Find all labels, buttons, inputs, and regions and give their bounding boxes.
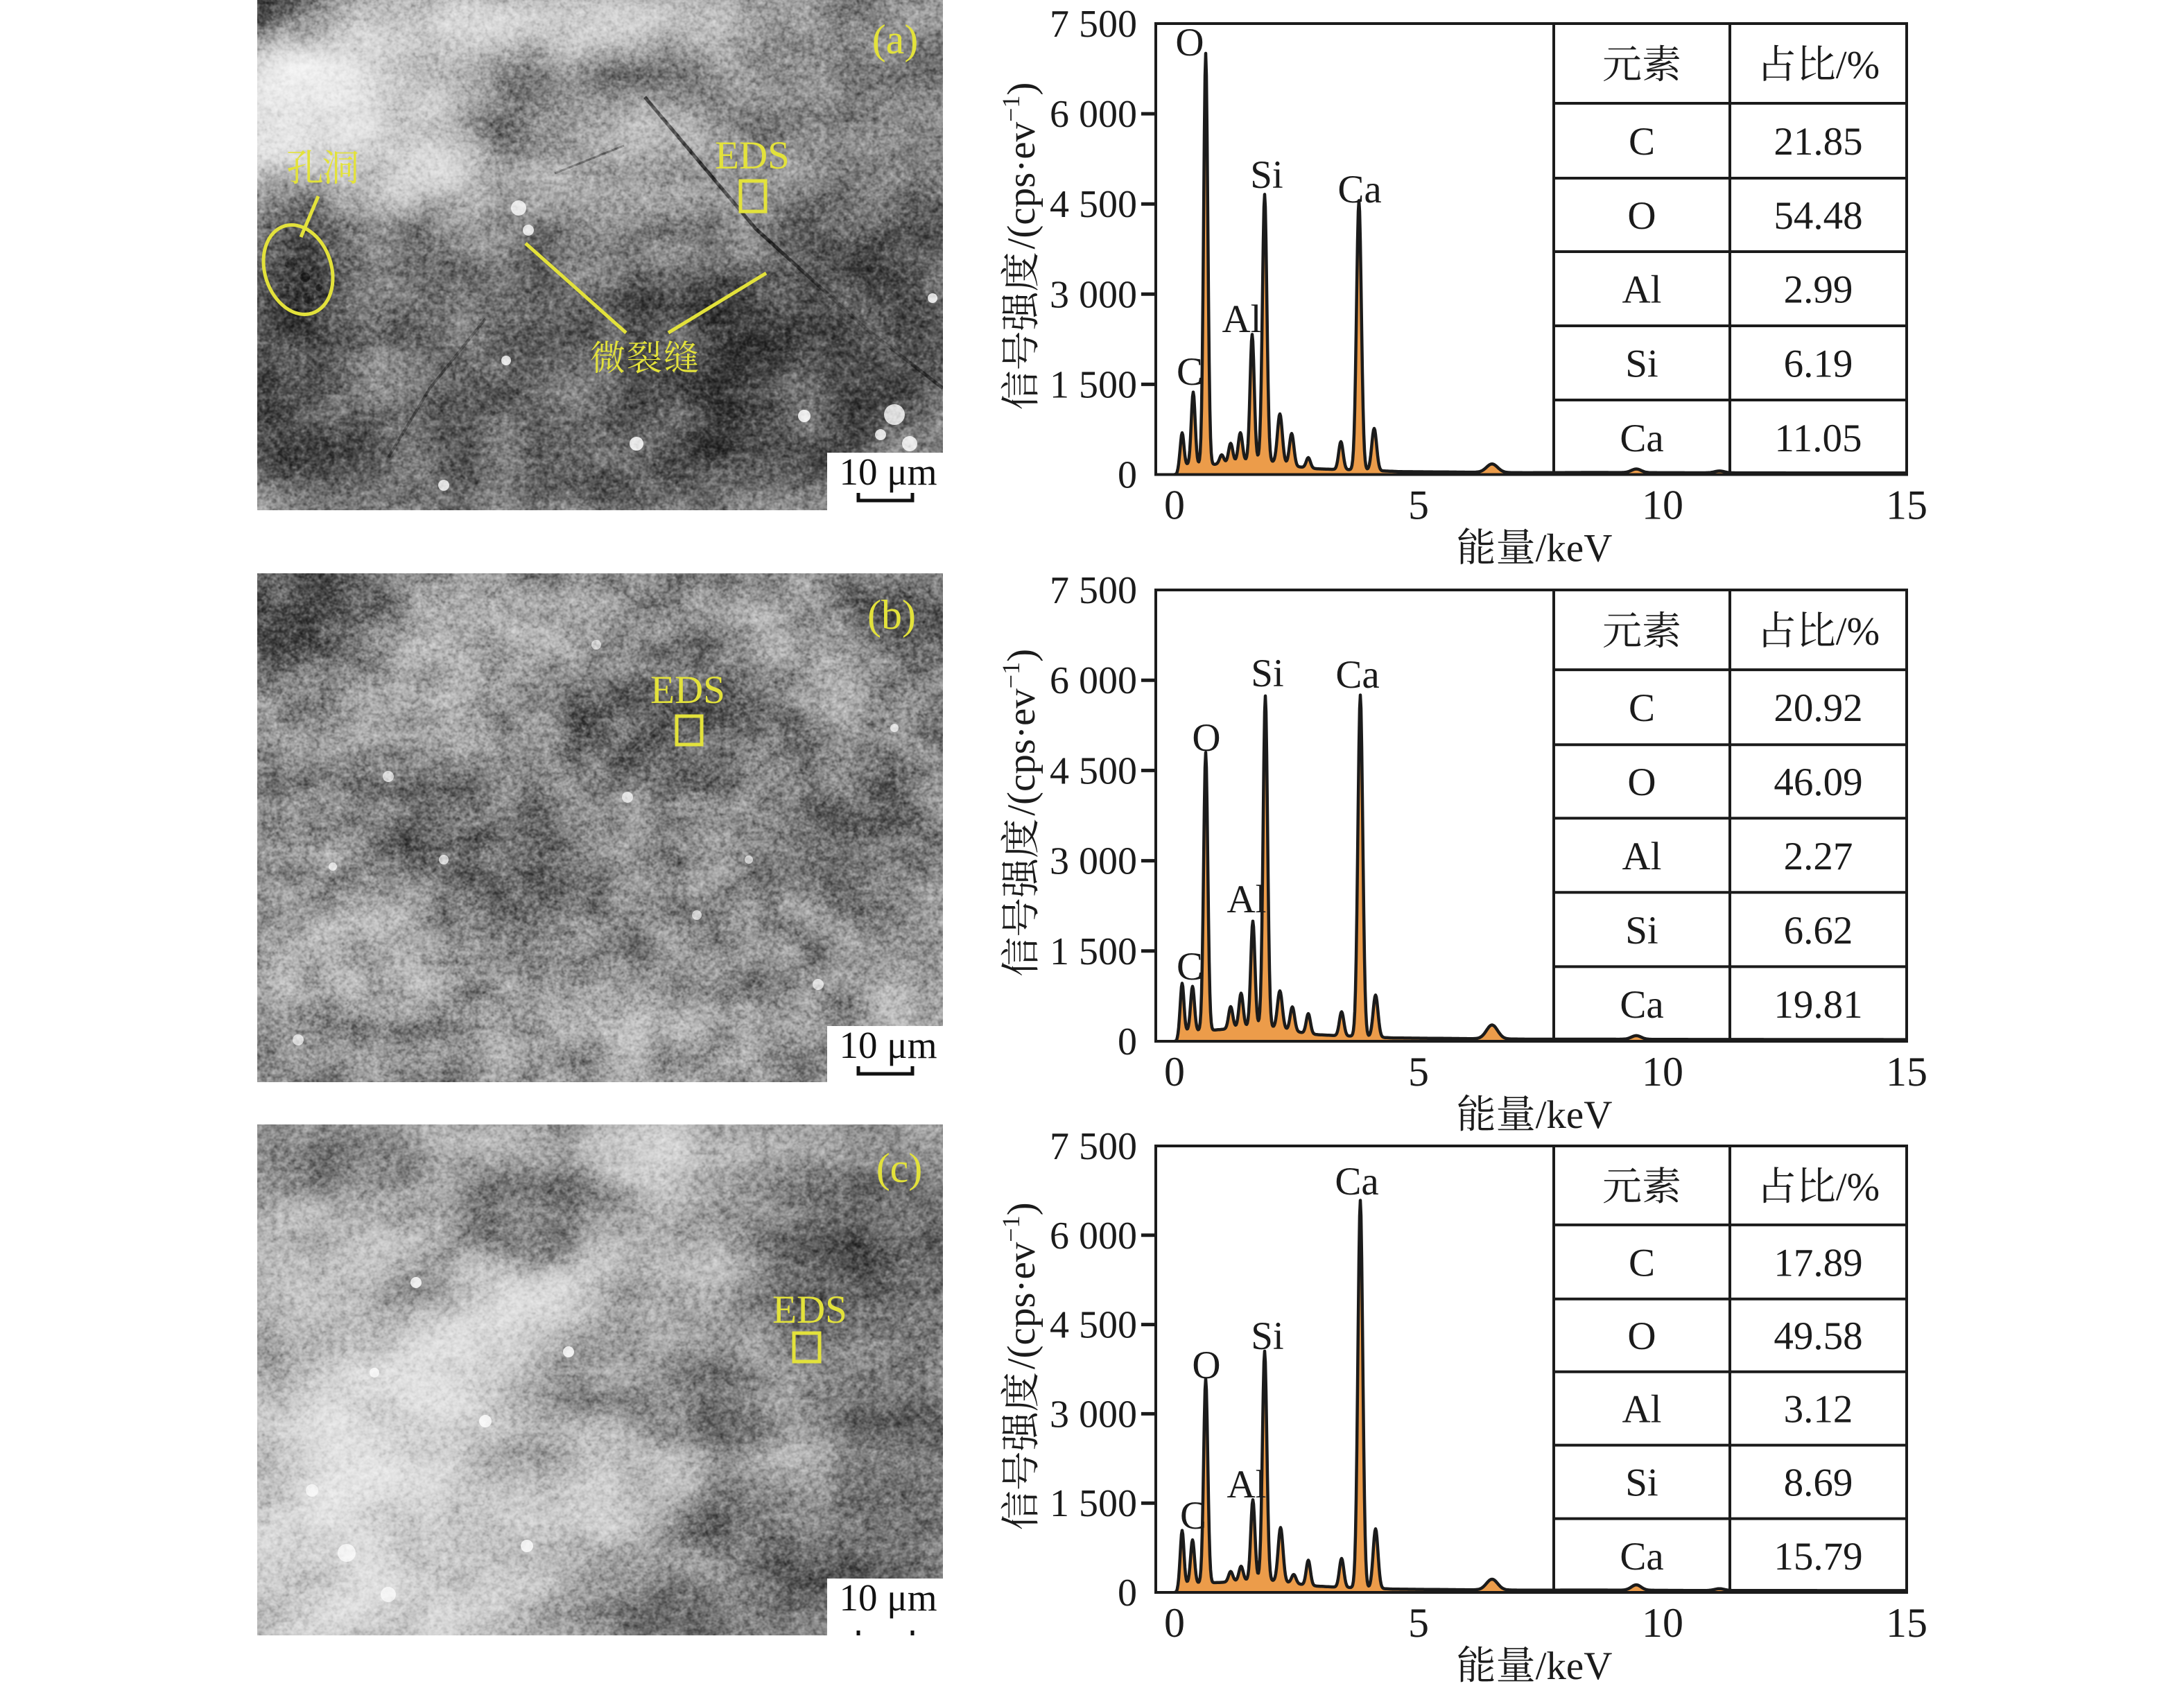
svg-text:O: O	[1627, 194, 1656, 238]
svg-text:4 500: 4 500	[1050, 749, 1137, 792]
svg-text:7 500: 7 500	[1050, 569, 1137, 612]
svg-text:C: C	[1180, 1494, 1206, 1538]
svg-text:(c): (c)	[876, 1145, 923, 1191]
svg-text:/%: /%	[1836, 610, 1880, 654]
svg-text:EDS: EDS	[650, 668, 725, 712]
svg-text:Al: Al	[1222, 297, 1262, 341]
svg-text:4 500: 4 500	[1050, 1304, 1137, 1347]
svg-text:Al: Al	[1622, 268, 1662, 312]
svg-text:2.99: 2.99	[1784, 268, 1853, 312]
svg-text:Al: Al	[1622, 1388, 1662, 1432]
svg-text:20.92: 20.92	[1774, 686, 1862, 730]
svg-text:1 500: 1 500	[1050, 363, 1137, 406]
svg-text:C: C	[1629, 1241, 1655, 1285]
svg-text:54.48: 54.48	[1774, 194, 1862, 238]
svg-text:6 000: 6 000	[1050, 1215, 1137, 1258]
svg-text:C: C	[1177, 350, 1203, 394]
svg-text:7 500: 7 500	[1050, 1125, 1137, 1168]
svg-text:Al: Al	[1227, 878, 1267, 921]
svg-text:6.62: 6.62	[1784, 909, 1853, 953]
svg-text:O: O	[1192, 716, 1220, 760]
svg-text:3.12: 3.12	[1784, 1388, 1853, 1432]
svg-text:/%: /%	[1836, 1165, 1880, 1209]
svg-text:0: 0	[1164, 1049, 1185, 1095]
svg-text:Si: Si	[1625, 1461, 1658, 1505]
svg-text:(b): (b)	[867, 592, 916, 638]
svg-text:(a): (a)	[872, 17, 919, 62]
svg-text:15: 15	[1886, 483, 1927, 528]
svg-text:Si: Si	[1250, 153, 1283, 197]
svg-text:1 500: 1 500	[1050, 930, 1137, 973]
svg-text:17.89: 17.89	[1774, 1241, 1862, 1285]
svg-text:15.79: 15.79	[1774, 1535, 1862, 1579]
svg-text:2.27: 2.27	[1784, 835, 1853, 878]
svg-text:Ca: Ca	[1620, 1535, 1663, 1579]
svg-text:0: 0	[1118, 1572, 1137, 1615]
svg-text:6 000: 6 000	[1050, 93, 1137, 136]
svg-text:Ca: Ca	[1620, 983, 1663, 1027]
svg-text:Al: Al	[1227, 1463, 1267, 1506]
svg-text:C: C	[1629, 120, 1655, 164]
svg-text:6.19: 6.19	[1784, 342, 1853, 386]
svg-text:/keV: /keV	[1536, 527, 1613, 571]
svg-text:5: 5	[1408, 1600, 1429, 1646]
svg-text:5: 5	[1408, 483, 1429, 528]
svg-text:15: 15	[1886, 1600, 1927, 1646]
svg-text:0: 0	[1118, 1020, 1137, 1063]
svg-text:4 500: 4 500	[1050, 183, 1137, 226]
svg-text:49.58: 49.58	[1774, 1314, 1862, 1358]
svg-text:/keV: /keV	[1536, 1644, 1613, 1688]
svg-text:O: O	[1192, 1344, 1220, 1387]
svg-text:3 000: 3 000	[1050, 273, 1137, 316]
svg-text:19.81: 19.81	[1774, 983, 1862, 1027]
svg-text:0: 0	[1164, 1600, 1185, 1646]
svg-text:Ca: Ca	[1335, 1160, 1378, 1203]
svg-text:Si: Si	[1251, 1314, 1284, 1358]
svg-text:11.05: 11.05	[1774, 417, 1862, 460]
svg-text:0: 0	[1118, 454, 1137, 497]
svg-text:Ca: Ca	[1620, 417, 1663, 460]
svg-text:Ca: Ca	[1337, 168, 1381, 211]
svg-text:10 μm: 10 μm	[839, 451, 937, 493]
svg-text:C: C	[1629, 686, 1655, 730]
svg-text:5: 5	[1408, 1049, 1429, 1095]
svg-text:21.85: 21.85	[1774, 120, 1862, 164]
svg-text:EDS: EDS	[772, 1288, 847, 1332]
svg-text:Al: Al	[1622, 835, 1662, 878]
svg-text:7 500: 7 500	[1050, 3, 1137, 46]
svg-text:/keV: /keV	[1536, 1093, 1613, 1137]
svg-text:/(cps·ev−1): /(cps·ev−1)	[997, 1202, 1043, 1369]
svg-text:8.69: 8.69	[1784, 1461, 1853, 1505]
svg-text:15: 15	[1886, 1049, 1927, 1095]
svg-text:10: 10	[1642, 1049, 1683, 1095]
svg-text:O: O	[1627, 1314, 1656, 1358]
svg-text:6 000: 6 000	[1050, 659, 1137, 702]
svg-text:O: O	[1627, 760, 1656, 804]
svg-text:Si: Si	[1625, 909, 1658, 953]
svg-text:EDS: EDS	[715, 134, 790, 177]
svg-text:O: O	[1175, 21, 1204, 64]
svg-text:Si: Si	[1251, 652, 1284, 695]
svg-text:Ca: Ca	[1335, 653, 1379, 697]
svg-text:46.09: 46.09	[1774, 760, 1862, 804]
svg-text:/%: /%	[1836, 44, 1880, 87]
svg-text:1 500: 1 500	[1050, 1482, 1137, 1525]
svg-text:3 000: 3 000	[1050, 1393, 1137, 1436]
svg-text:10: 10	[1642, 483, 1683, 528]
svg-text:10: 10	[1642, 1600, 1683, 1646]
svg-text:3 000: 3 000	[1050, 840, 1137, 883]
svg-text:C: C	[1177, 945, 1203, 989]
svg-text:0: 0	[1164, 483, 1185, 528]
svg-text:10 μm: 10 μm	[839, 1576, 937, 1619]
svg-text:Si: Si	[1625, 342, 1658, 386]
svg-text:10 μm: 10 μm	[839, 1024, 937, 1066]
